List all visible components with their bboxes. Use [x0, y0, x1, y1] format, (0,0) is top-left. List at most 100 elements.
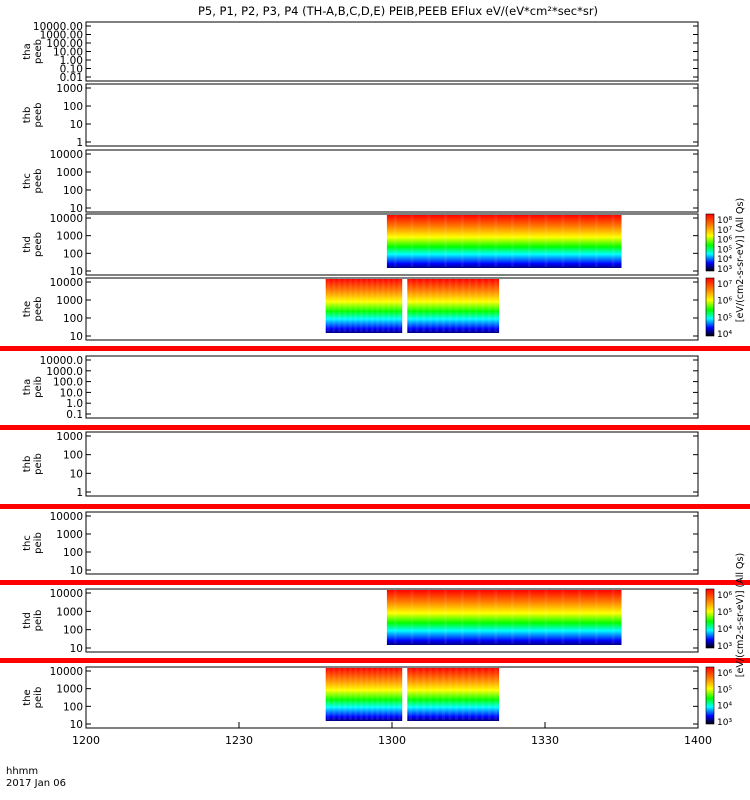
y-tick-label: 1 — [76, 137, 83, 149]
x-tick-label: 1400 — [684, 734, 712, 747]
colorbar-tick-label: 10⁶ — [717, 591, 732, 601]
y-axis-label: peib — [33, 453, 44, 475]
y-tick-label: 1.00 — [60, 55, 83, 67]
y-axis-label: the — [22, 689, 33, 705]
y-tick-label: 1000 — [56, 231, 83, 243]
colorbar-tick-label: 10⁶ — [717, 297, 732, 307]
y-axis-label: thd — [22, 612, 33, 629]
colorbar-tick-label: 10⁶ — [717, 236, 732, 246]
panel-thc-peeb: 10000 1000 100 10 thc peeb — [22, 149, 699, 215]
y-tick-label: 10.0 — [60, 387, 83, 399]
y-tick-label: 10 — [70, 719, 83, 731]
spectrogram-block-thd-peeb-0 — [386, 215, 622, 268]
y-tick-label: 10000 — [50, 277, 83, 289]
y-axis-label: thb — [22, 456, 33, 473]
y-tick-label: 10.00 — [53, 47, 83, 59]
x-tick-label: 1300 — [378, 734, 406, 747]
panel-the-peib: 10000 1000 100 10 the peib 10⁶ 10⁵ 10⁴ 10³ — [22, 666, 732, 731]
spectrogram-block-the-peib-0 — [325, 668, 403, 721]
y-tick-label: 100.0 — [53, 377, 83, 389]
panel-frame — [85, 213, 699, 276]
y-axis-label: peeb — [33, 169, 44, 194]
panel-frame — [85, 21, 699, 82]
y-tick-label: 10 — [70, 331, 83, 343]
y-tick-label: 10000 — [50, 213, 83, 225]
y-tick-label: 100 — [63, 450, 83, 462]
y-tick-label: 1000.0 — [46, 366, 83, 378]
x-tick-label: 1330 — [531, 734, 559, 747]
y-tick-label: 1000 — [56, 529, 83, 541]
overflow-stripe — [0, 346, 750, 351]
panel-frame — [85, 511, 699, 575]
y-axis-label: thc — [22, 173, 33, 189]
y-tick-label: 10 — [70, 266, 83, 278]
y-tick-label: 1 — [76, 487, 83, 499]
y-tick-label: 10 — [70, 203, 83, 215]
spectrogram-block-the-peib-1 — [407, 668, 500, 721]
colorbar-tick-label: 10⁵ — [717, 608, 732, 618]
y-axis-label: the — [22, 301, 33, 317]
panel-frame — [85, 83, 699, 147]
y-tick-label: 10 — [70, 119, 83, 131]
y-axis-label: peib — [33, 610, 44, 632]
y-tick-label: 100 — [63, 185, 83, 197]
y-tick-label: 10000 — [50, 666, 83, 678]
spectrogram-block-the-peeb-1 — [407, 279, 500, 333]
y-tick-label: 100.00 — [46, 38, 83, 50]
y-tick-label: 0.01 — [60, 72, 83, 84]
colorbar — [705, 277, 715, 337]
colorbar-tick-label: 10³ — [717, 642, 732, 652]
overflow-stripe — [0, 425, 750, 430]
x-tick-label: 1200 — [72, 734, 100, 747]
y-axis-label: tha — [22, 379, 33, 395]
y-tick-label: 1.0 — [66, 398, 83, 410]
y-axis-label: tha — [22, 43, 33, 59]
y-tick-label: 100 — [63, 625, 83, 637]
y-tick-label: 1000 — [56, 431, 83, 443]
panel-thd-peib: 10000 1000 100 10 thd peib 10⁶ 10⁵ 10⁴ 10³ — [0, 588, 750, 663]
y-axis-label: thd — [22, 236, 33, 253]
y-tick-label: 10000.0 — [40, 355, 83, 367]
y-tick-label: 1000 — [56, 684, 83, 696]
y-tick-label: 0.10 — [60, 64, 83, 76]
colorbar-title-peib: [eV/(cm2-s-sr-eV)] (All Qs) — [735, 553, 746, 677]
colorbar-tick-label: 10³ — [717, 265, 732, 275]
y-axis-label: peib — [33, 687, 44, 709]
y-tick-label: 1000 — [56, 167, 83, 179]
colorbar-title-peeb: [eV/(cm2-s-sr-eV)] (All Qs) — [735, 198, 746, 322]
y-tick-label: 10 — [70, 643, 83, 655]
y-axis-label: peeb — [33, 103, 44, 128]
y-tick-label: 1000 — [56, 606, 83, 618]
y-axis-label: thb — [22, 107, 33, 124]
panel-thc-peib: 10000 1000 100 10 thc peib — [0, 511, 750, 585]
y-tick-label: 0.1 — [66, 409, 83, 421]
colorbar-tick-label: 10⁵ — [717, 313, 732, 323]
colorbar-tick-label: 10⁴ — [717, 625, 732, 635]
colorbar-tick-label: 10⁸ — [717, 216, 732, 226]
overflow-stripe — [0, 580, 750, 585]
overflow-stripe — [0, 658, 750, 663]
y-tick-label: 100 — [63, 313, 83, 325]
panel-frame — [85, 588, 699, 653]
colorbar — [705, 666, 715, 725]
spectrogram-block-thd-peib-0 — [386, 590, 622, 645]
y-tick-label: 10000 — [50, 588, 83, 600]
panel-frame — [85, 431, 699, 497]
colorbar — [705, 588, 715, 649]
y-axis-label: peeb — [33, 39, 44, 64]
colorbar — [705, 213, 715, 272]
y-tick-label: 1000 — [56, 295, 83, 307]
y-tick-label: 100 — [63, 701, 83, 713]
y-axis-label: thc — [22, 535, 33, 551]
date-label: 2017 Jan 06 — [6, 778, 66, 789]
y-axis-label: peeb — [33, 232, 44, 257]
panel-thb-peib: 1000 100 10 1 thb peib — [0, 431, 750, 509]
colorbar-tick-label: 10⁷ — [717, 226, 732, 236]
colorbar-tick-label: 10⁷ — [717, 280, 732, 290]
y-tick-label: 10000 — [50, 149, 83, 161]
y-tick-label: 100 — [63, 547, 83, 559]
panel-thb-peeb: 1000 100 10 1 thb peeb — [22, 83, 699, 149]
